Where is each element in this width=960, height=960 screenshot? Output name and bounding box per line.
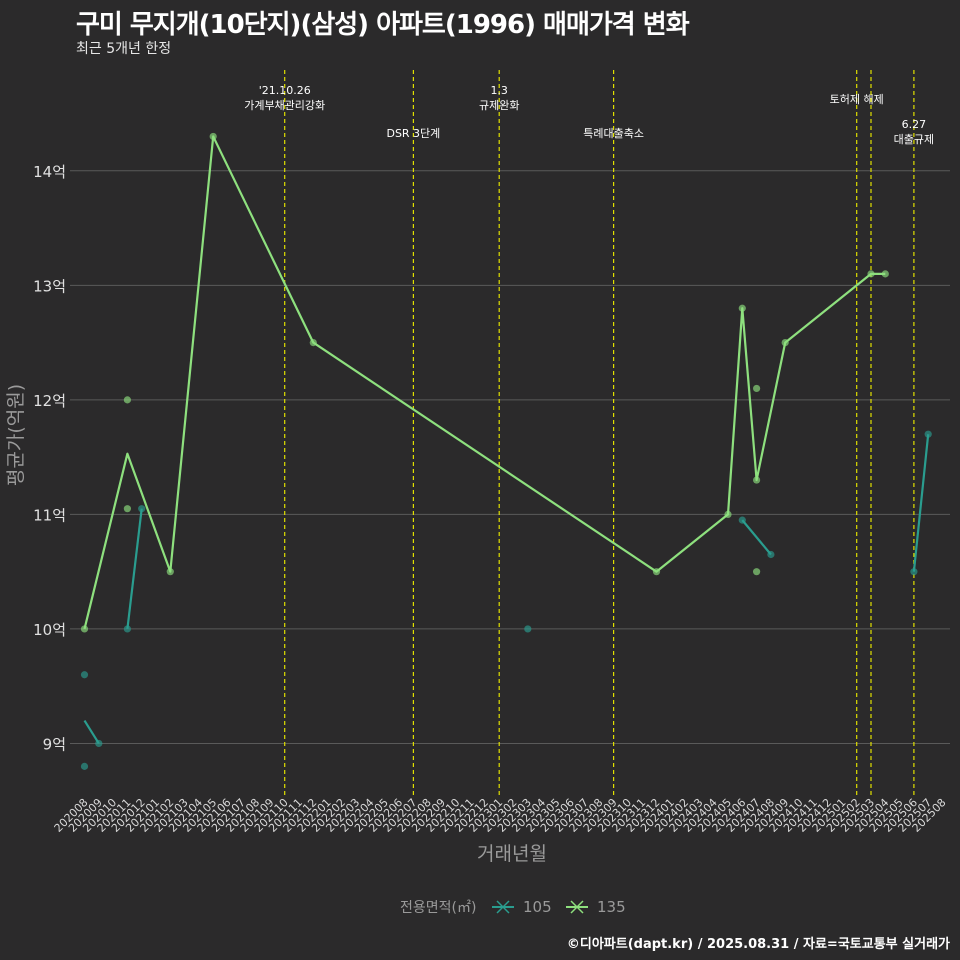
event-label: DSR 3단계 <box>386 127 440 140</box>
y-tick-label: 12억 <box>33 392 66 410</box>
data-point-135 <box>881 270 889 278</box>
series-line-105 <box>741 519 772 556</box>
axes: 9억10억11억12억13억14억20200820200920201020201… <box>33 163 949 835</box>
y-tick-label: 13억 <box>33 277 66 295</box>
series-lines <box>83 135 930 745</box>
data-point-135 <box>753 568 761 576</box>
event-label: 토허제 해제 <box>830 92 884 106</box>
data-point-135 <box>724 510 732 518</box>
legend-title: 전용면적(㎡) <box>400 900 476 916</box>
event-label: 1.3 <box>490 84 508 97</box>
data-point-135 <box>123 505 131 513</box>
legend: 전용면적(㎡) 105 135 <box>400 898 626 916</box>
data-point-135 <box>123 396 131 404</box>
data-point-105 <box>767 550 775 559</box>
data-point-105 <box>80 671 89 679</box>
event-label: 가계부채관리강화 <box>244 99 325 112</box>
data-point-135 <box>738 304 746 312</box>
data-point-135 <box>309 339 317 347</box>
data-point-135 <box>652 568 661 576</box>
legend-label-105: 105 <box>523 898 552 916</box>
data-point-105 <box>123 625 131 633</box>
data-point-105 <box>910 568 918 576</box>
y-axis-title: 평균가(억원) <box>5 384 27 486</box>
event-label: 특례대출축소 <box>583 127 644 140</box>
event-label: 대출규제 <box>894 133 934 146</box>
data-point-135 <box>867 270 875 278</box>
series-line-105 <box>912 434 930 572</box>
data-point-105 <box>95 739 103 748</box>
y-tick-label: 9억 <box>43 735 66 753</box>
data-point-135 <box>753 384 761 393</box>
data-point-105 <box>80 762 89 770</box>
y-tick-label: 11억 <box>33 506 66 524</box>
y-tick-label: 14억 <box>33 163 66 181</box>
chart-subtitle: 최근 5개년 한정 <box>76 41 172 57</box>
legend-key-135 <box>566 900 588 914</box>
legend-key-105 <box>492 900 514 914</box>
data-point-105 <box>738 516 746 524</box>
data-point-105 <box>524 625 532 633</box>
event-label: 규제완화 <box>479 99 519 112</box>
series-line-135 <box>83 135 886 630</box>
legend-label-135: 135 <box>597 898 626 916</box>
source-caption: ©디아파트(dapt.kr) / 2025.08.31 / 자료=국토교통부 실… <box>566 937 950 952</box>
x-axis-title: 거래년월 <box>477 843 547 865</box>
event-label: 6.27 <box>902 118 927 131</box>
y-tick-label: 10억 <box>33 621 66 639</box>
data-point-105 <box>138 505 146 513</box>
data-point-135 <box>753 476 761 484</box>
data-points <box>80 132 932 770</box>
series-line-105 <box>83 719 100 745</box>
data-point-135 <box>80 625 89 633</box>
data-point-105 <box>924 430 932 438</box>
event-label: '21.10.26 <box>259 84 311 97</box>
data-point-135 <box>209 132 217 141</box>
data-point-135 <box>781 339 789 347</box>
series-line-105 <box>126 508 143 630</box>
chart-title: 구미 무지개(10단지)(삼성) 아파트(1996) 매매가격 변화 <box>76 10 690 40</box>
grid-lines <box>70 170 950 744</box>
data-point-135 <box>166 568 174 576</box>
